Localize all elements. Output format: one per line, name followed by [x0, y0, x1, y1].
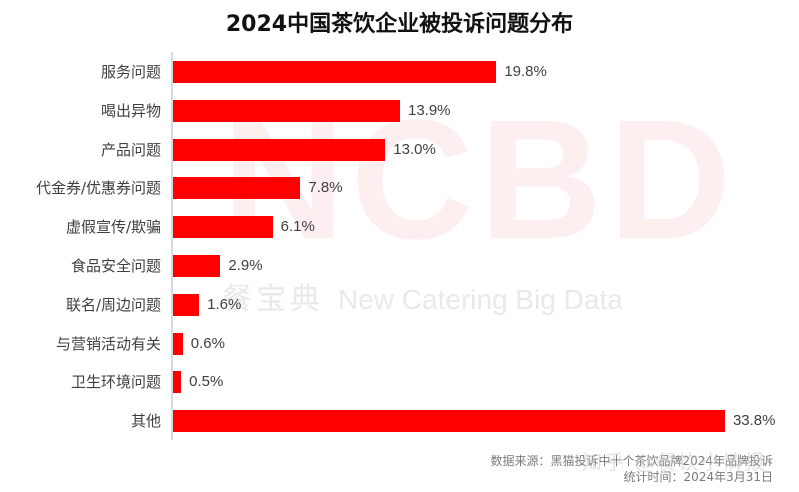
category-label: 与营销活动有关 — [55, 334, 161, 353]
bar-row: 喝出异物 13.9% — [0, 99, 799, 122]
bar — [173, 371, 182, 394]
platform-watermark: 知乎 @餐饮小情报 — [582, 450, 767, 474]
value-label: 0.6% — [190, 334, 225, 352]
bar-row: 代金券/优惠券问题 7.8% — [0, 177, 799, 200]
watermark-text: 餐宝典 New Catering Big Data — [222, 274, 623, 318]
bar-row: 服务问题 19.8% — [0, 61, 799, 83]
category-label: 食品安全问题 — [70, 257, 161, 275]
bar — [173, 138, 386, 161]
value-label: 13.0% — [393, 140, 436, 158]
category-label: 服务问题 — [100, 63, 161, 81]
bar-row: 虚假宣传/欺骗 6.1% — [0, 216, 799, 239]
category-label: 代金券/优惠券问题 — [35, 179, 161, 198]
bar — [173, 332, 183, 355]
value-label: 0.5% — [189, 373, 224, 391]
value-label: 19.8% — [504, 63, 547, 80]
value-label: 6.1% — [280, 218, 315, 236]
bar — [173, 255, 221, 277]
bar-row: 卫生环境问题 0.5% — [0, 371, 799, 394]
bar-row: 食品安全问题 2.9% — [0, 255, 799, 277]
watermark-en: New Catering Big Data — [338, 284, 623, 315]
value-label: 1.6% — [207, 295, 242, 313]
bar — [173, 410, 725, 433]
bar — [173, 293, 200, 316]
bar — [173, 177, 301, 200]
bar-row: 产品问题 13.0% — [0, 138, 799, 161]
watermark-cn: 餐宝典 — [222, 283, 324, 316]
chart-title: 2024中国茶饮企业被投诉问题分布 — [225, 12, 574, 37]
date-note: 统计时间：2024年3月31日 — [623, 470, 773, 484]
bar-row: 其他 33.8% — [0, 410, 799, 433]
bar — [173, 216, 273, 239]
bar — [173, 99, 400, 122]
value-label: 2.9% — [228, 257, 263, 274]
value-label: 7.8% — [308, 179, 343, 197]
data-source-note: 数据来源：黑猫投诉中十个茶饮品牌2024年品牌投诉 — [490, 454, 773, 468]
category-label: 联名/周边问题 — [65, 295, 161, 314]
category-label: 其他 — [130, 412, 161, 431]
value-label: 33.8% — [732, 412, 776, 430]
category-label: 喝出异物 — [100, 101, 161, 120]
watermark-logo: NCBD — [222, 85, 738, 275]
bar-row: 与营销活动有关 0.6% — [0, 332, 799, 355]
y-axis-line — [171, 52, 173, 440]
bar — [173, 61, 497, 83]
category-label: 卫生环境问题 — [70, 373, 161, 392]
category-label: 虚假宣传/欺骗 — [65, 218, 161, 237]
bar-row: 联名/周边问题 1.6% — [0, 293, 799, 316]
category-label: 产品问题 — [100, 140, 161, 159]
value-label: 13.9% — [407, 101, 451, 119]
